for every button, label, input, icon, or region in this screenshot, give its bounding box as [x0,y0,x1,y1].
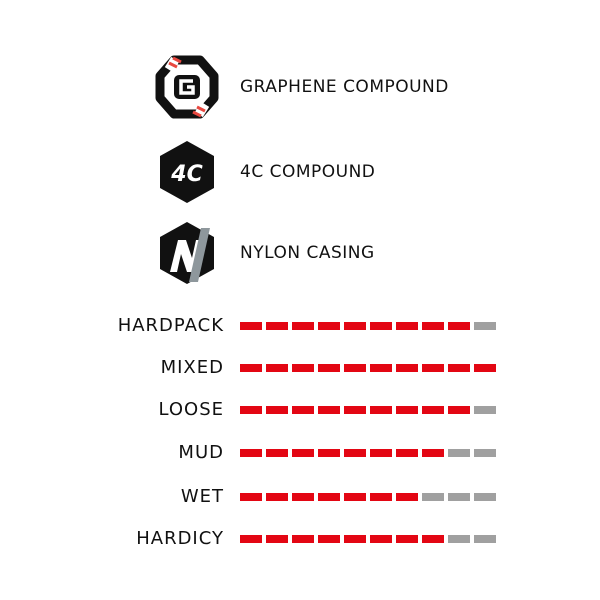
rating-segment-empty [474,406,496,414]
rating-segment-filled [422,322,444,330]
feature-label: 4C COMPOUND [240,162,376,182]
rating-row-mud: MUD [0,443,600,463]
rating-segment-filled [396,535,418,543]
rating-segment-filled [240,406,262,414]
rating-segment-filled [266,449,288,457]
rating-bar [240,535,500,543]
rating-segment-filled [396,493,418,501]
rating-segment-filled [422,449,444,457]
feature-label: NYLON CASING [240,243,375,263]
rating-row-mixed: MIXED [0,358,600,378]
rating-segment-filled [370,406,392,414]
rating-segment-filled [266,364,288,372]
feature-graphene: GRAPHENE COMPOUND [154,54,448,120]
rating-bar [240,364,500,372]
rating-row-hardicy: HARDICY [0,529,600,549]
rating-segment-filled [370,364,392,372]
rating-bar [240,493,500,501]
rating-segment-filled [318,406,340,414]
rating-label: LOOSE [158,399,224,420]
4c-icon-text: 4C [170,162,202,187]
4c-hexagon-icon: 4C [160,141,214,203]
rating-bar [240,449,500,457]
rating-segment-empty [474,322,496,330]
feature-4c: 4C 4C COMPOUND [154,139,375,205]
rating-segment-filled [448,322,470,330]
rating-row-hardpack: HARDPACK [0,316,600,336]
rating-segment-filled [344,322,366,330]
rating-segment-filled [448,406,470,414]
rating-segment-filled [240,449,262,457]
rating-label: MUD [178,442,224,463]
rating-segment-filled [292,449,314,457]
rating-segment-empty [422,493,444,501]
rating-segment-filled [292,406,314,414]
graphene-g-hexagon-icon [155,55,219,119]
rating-segment-filled [396,364,418,372]
rating-segment-filled [266,406,288,414]
rating-bar [240,406,500,414]
rating-segment-filled [240,322,262,330]
rating-segment-empty [448,535,470,543]
rating-segment-filled [474,364,496,372]
rating-segment-filled [318,364,340,372]
rating-segment-filled [240,364,262,372]
rating-segment-filled [266,493,288,501]
rating-segment-filled [318,535,340,543]
rating-segment-filled [422,406,444,414]
rating-segment-filled [344,449,366,457]
rating-segment-filled [422,535,444,543]
rating-segment-filled [370,535,392,543]
rating-segment-filled [292,493,314,501]
rating-segment-filled [396,449,418,457]
rating-segment-empty [448,493,470,501]
rating-segment-empty [474,535,496,543]
rating-segment-filled [344,406,366,414]
rating-segment-filled [396,322,418,330]
rating-segment-filled [318,322,340,330]
rating-segment-filled [344,535,366,543]
rating-segment-filled [292,364,314,372]
rating-segment-filled [292,322,314,330]
rating-segment-filled [422,364,444,372]
feature-nylon: NYLON CASING [154,220,374,286]
rating-segment-filled [344,493,366,501]
rating-segment-filled [240,535,262,543]
rating-label: HARDICY [136,528,224,549]
rating-label: HARDPACK [117,315,224,336]
rating-segment-filled [292,535,314,543]
rating-segment-filled [344,364,366,372]
rating-segment-filled [370,322,392,330]
rating-segment-filled [266,535,288,543]
nylon-n-hexagon-icon [160,222,214,284]
rating-segment-empty [474,449,496,457]
rating-segment-filled [396,406,418,414]
rating-segment-filled [370,449,392,457]
rating-segment-filled [318,449,340,457]
feature-label: GRAPHENE COMPOUND [240,77,449,97]
rating-segment-filled [266,322,288,330]
rating-segment-filled [240,493,262,501]
rating-segment-empty [448,449,470,457]
rating-row-loose: LOOSE [0,400,600,420]
rating-row-wet: WET [0,487,600,507]
rating-label: WET [180,486,224,507]
rating-label: MIXED [160,357,224,378]
rating-segment-filled [448,364,470,372]
rating-segment-empty [474,493,496,501]
rating-bar [240,322,500,330]
rating-segment-filled [370,493,392,501]
rating-segment-filled [318,493,340,501]
